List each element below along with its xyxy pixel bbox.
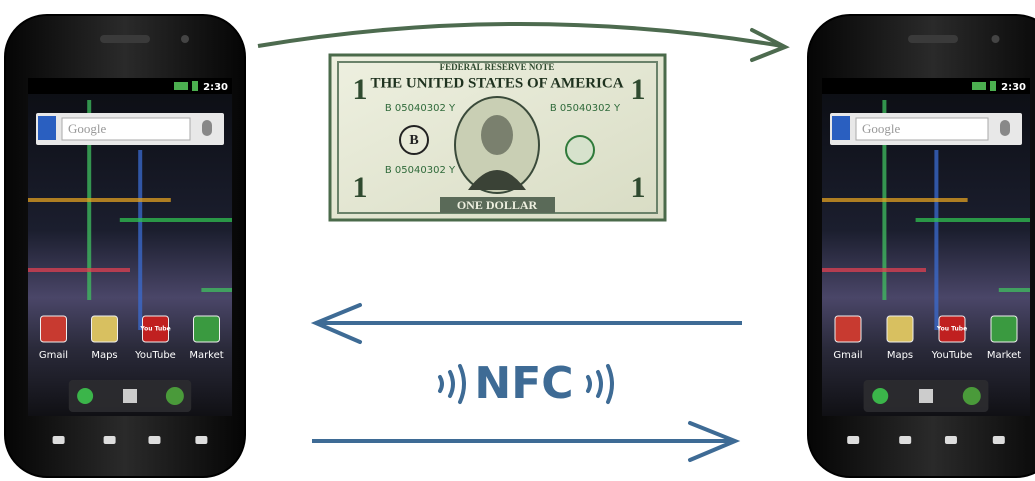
app-label: Market — [987, 350, 1021, 361]
dock-phone — [872, 388, 888, 404]
bill-seal: B — [409, 133, 418, 148]
dollar-bill: FEDERAL RESERVE NOTE THE UNITED STATES O… — [330, 55, 665, 220]
camera — [992, 35, 1000, 43]
status-time: 2:30 — [203, 82, 228, 93]
app-label: Market — [189, 350, 223, 361]
bill-serial: B 05040302 Y — [385, 103, 456, 114]
transfer-arrow — [258, 24, 782, 46]
app-icon — [41, 316, 67, 342]
scene: NFC FEDERAL RESERVE NOTE THE UNITED STAT… — [0, 0, 1035, 481]
status-bar — [822, 78, 1030, 94]
nav-button — [993, 436, 1005, 444]
bill-number: 1 — [353, 171, 368, 204]
speaker — [100, 35, 150, 43]
app-icon — [887, 316, 913, 342]
nav-button — [148, 436, 160, 444]
bill-number: 1 — [353, 73, 368, 106]
dock-apps — [123, 389, 137, 403]
nfc-label: NFC — [474, 358, 573, 409]
nav-button — [195, 436, 207, 444]
app-label: YouTube — [931, 350, 973, 361]
dock-browser — [166, 387, 184, 405]
search-hint: Google — [862, 121, 901, 136]
status-bar — [28, 78, 232, 94]
dock-browser — [963, 387, 981, 405]
bill-serial: B 05040302 Y — [385, 165, 456, 176]
camera — [181, 35, 189, 43]
app-label: Gmail — [39, 350, 68, 361]
google-icon — [832, 116, 850, 140]
status-time: 2:30 — [1001, 82, 1026, 93]
bill-serial: B 05040302 Y — [550, 103, 621, 114]
app-icon — [194, 316, 220, 342]
bill-header: FEDERAL RESERVE NOTE — [440, 62, 555, 72]
nav-button — [899, 436, 911, 444]
bill-number: 1 — [631, 171, 646, 204]
google-icon — [38, 116, 56, 140]
bill-title: THE UNITED STATES OF AMERICA — [370, 75, 623, 91]
phone: 2:30 Google Gmail Maps You Tube YouTube Market — [5, 15, 245, 477]
nav-button — [53, 436, 65, 444]
bill-number: 1 — [631, 73, 646, 106]
app-label: Maps — [887, 350, 913, 361]
battery-icon — [192, 81, 198, 91]
app-icon — [92, 316, 118, 342]
battery-icon — [990, 81, 996, 91]
bill-denomination: ONE DOLLAR — [457, 198, 538, 212]
app-label: Gmail — [833, 350, 862, 361]
app-icon-label: You Tube — [936, 326, 967, 333]
app-label: Maps — [91, 350, 117, 361]
nav-button — [945, 436, 957, 444]
signal-icon — [174, 82, 188, 90]
dock-phone — [77, 388, 93, 404]
app-icon-label: You Tube — [139, 326, 170, 333]
mic-icon — [202, 120, 212, 136]
app-icon — [835, 316, 861, 342]
app-label: YouTube — [134, 350, 176, 361]
nav-button — [847, 436, 859, 444]
search-hint: Google — [68, 121, 107, 136]
app-icon — [991, 316, 1017, 342]
dock-apps — [919, 389, 933, 403]
phone: 2:30 Google Gmail Maps You Tube YouTube Market — [808, 15, 1035, 477]
signal-icon — [972, 82, 986, 90]
mic-icon — [1000, 120, 1010, 136]
nav-button — [104, 436, 116, 444]
speaker — [908, 35, 958, 43]
